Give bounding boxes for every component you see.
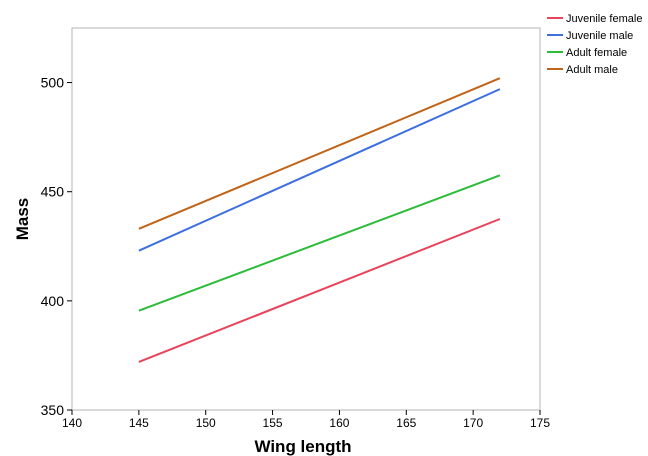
y-tick-label: 350 [41, 402, 65, 418]
legend-label: Juvenile male [566, 30, 633, 42]
x-tick-label: 160 [329, 416, 349, 430]
series-line-juvenile-male [138, 88, 501, 252]
x-axis: 140 145 150 155 160 165 170 175 [62, 410, 550, 430]
y-axis: 350 400 450 500 [41, 75, 72, 418]
legend-label: Adult male [566, 64, 618, 76]
x-tick-label: 170 [463, 416, 483, 430]
legend-label: Adult female [566, 47, 627, 59]
x-tick-label: 140 [62, 416, 82, 430]
series-line-adult-female [138, 174, 501, 312]
y-tick-label: 500 [41, 75, 65, 91]
legend: Juvenile female Juvenile male Adult female… [547, 13, 642, 76]
y-axis-title: Mass [13, 198, 32, 241]
x-tick-label: 150 [196, 416, 216, 430]
series-line-adult-male [138, 77, 501, 230]
x-tick-label: 145 [129, 416, 149, 430]
x-tick-label: 155 [263, 416, 283, 430]
series-line-juvenile-female [138, 218, 501, 363]
legend-label: Juvenile female [566, 13, 642, 25]
plot-area [71, 27, 541, 411]
x-tick-label: 165 [396, 416, 416, 430]
series-layer [138, 77, 501, 363]
x-tick-label: 175 [530, 416, 550, 430]
y-tick-label: 400 [41, 293, 65, 309]
y-tick-label: 450 [41, 184, 65, 200]
x-axis-title: Wing length [254, 437, 351, 456]
